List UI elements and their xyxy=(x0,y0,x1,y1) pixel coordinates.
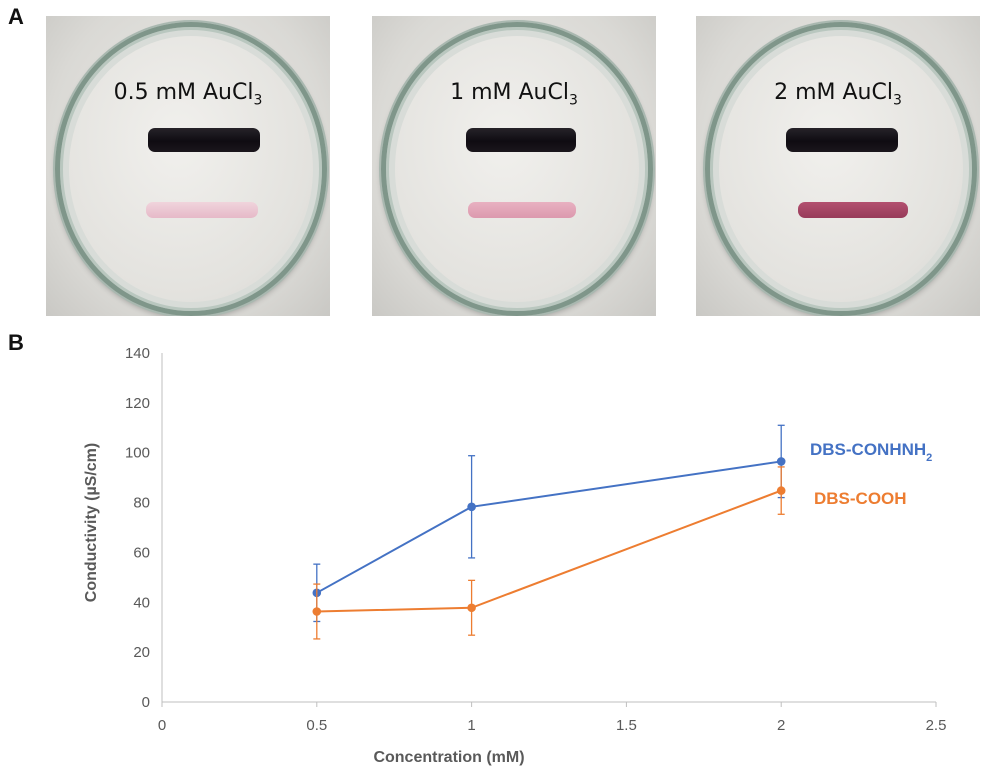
x-tick-label: 1 xyxy=(467,717,475,734)
dark-gel-strip xyxy=(148,128,260,152)
light-gel-strip xyxy=(468,202,576,218)
legend-label-dbs-cooh: DBS-COOH xyxy=(814,489,907,508)
y-tick-label: 140 xyxy=(125,345,150,362)
x-tick-label: 1.5 xyxy=(616,717,637,734)
chart-series xyxy=(312,424,786,640)
dish-label-subscript: 3 xyxy=(253,92,263,109)
chart-axes: 0 20 40 60 80 100 120 140 0 0.5 1 1.5 2 2.5 xyxy=(125,345,946,734)
petri-dish-photo-1mM: 1 mM AuCl3 xyxy=(372,16,656,316)
x-tick-label: 0 xyxy=(158,717,166,734)
dish-label: 2 mM AuCl3 xyxy=(696,80,980,108)
legend-label-dbs-conhnh2: DBS-CONHNH2 xyxy=(810,440,932,464)
y-axis-title: Conductivity (µS/cm) xyxy=(83,443,100,602)
data-point xyxy=(776,486,786,495)
dish-label-main: 0.5 mM AuCl xyxy=(113,80,254,105)
series-line xyxy=(316,489,782,613)
x-tick-label: 0.5 xyxy=(306,717,327,734)
panel-label-a: A xyxy=(8,4,24,29)
data-point xyxy=(312,607,322,616)
dish-label: 1 mM AuCl3 xyxy=(372,80,656,108)
dish-label-main: 2 mM AuCl xyxy=(774,80,893,105)
legend-label-main: DBS-CONHNH xyxy=(810,440,926,459)
light-gel-strip xyxy=(146,202,258,218)
dish-label-main: 1 mM AuCl xyxy=(450,80,569,105)
data-point xyxy=(467,502,476,512)
y-tick-label: 80 xyxy=(133,495,150,512)
x-axis-title: Concentration (mM) xyxy=(373,749,524,766)
x-tick-label: 2.5 xyxy=(926,717,947,734)
petri-dish xyxy=(55,22,327,316)
y-tick-label: 100 xyxy=(125,445,150,462)
dish-label-subscript: 3 xyxy=(568,92,578,109)
dark-gel-strip xyxy=(786,128,898,152)
y-tick-label: 60 xyxy=(133,544,150,561)
data-point xyxy=(776,457,786,466)
y-tick-label: 120 xyxy=(125,395,150,412)
petri-dish xyxy=(705,22,977,316)
light-gel-strip xyxy=(798,202,908,218)
series-1 xyxy=(312,466,786,640)
y-tick-label: 40 xyxy=(133,594,150,611)
legend-label-subscript: 2 xyxy=(926,452,932,464)
y-tick-label: 20 xyxy=(133,644,150,661)
panel-label-b: B xyxy=(8,330,24,355)
petri-dish-photo-0.5mM: 0.5 mM AuCl3 xyxy=(46,16,330,316)
dish-label-subscript: 3 xyxy=(892,92,902,109)
dark-gel-strip xyxy=(466,128,576,152)
petri-dish-photo-2mM: 2 mM AuCl3 xyxy=(696,16,980,316)
x-tick-label: 2 xyxy=(777,717,785,734)
conductivity-chart: 0 20 40 60 80 100 120 140 0 0.5 1 1.5 2 2.5 Concentra… xyxy=(83,345,946,766)
petri-dish xyxy=(381,22,653,316)
series-0 xyxy=(312,424,786,623)
dish-label: 0.5 mM AuCl3 xyxy=(46,80,330,108)
data-point xyxy=(467,603,476,613)
series-line xyxy=(316,460,782,594)
y-tick-label: 0 xyxy=(142,694,150,711)
